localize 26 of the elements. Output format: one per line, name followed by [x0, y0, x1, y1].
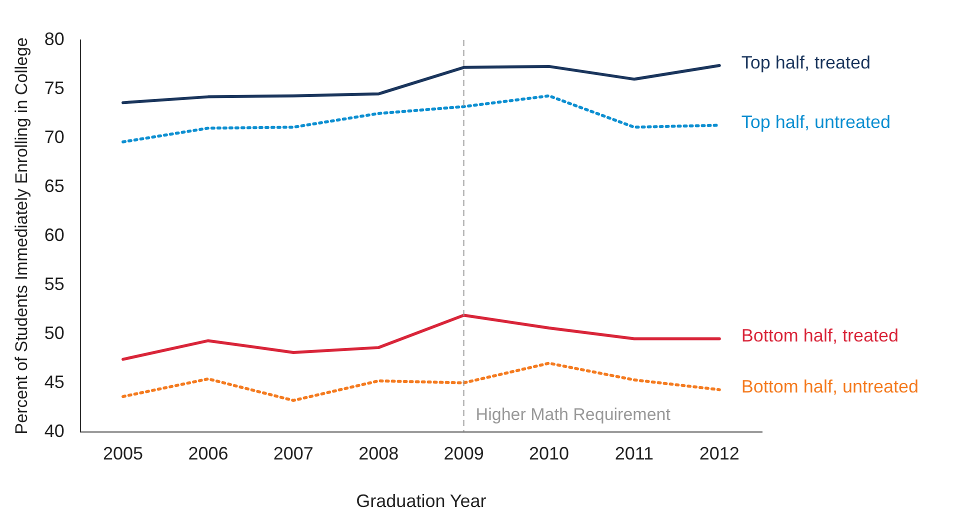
- y-tick-label: 65: [44, 176, 64, 196]
- x-tick-label: 2007: [273, 444, 314, 464]
- x-tick-label: 2011: [614, 444, 654, 464]
- x-tick-label: 2009: [444, 444, 484, 464]
- x-tick-label: 2008: [358, 444, 399, 464]
- series-label: Bottom half, treated: [741, 326, 898, 346]
- x-tick-label: 2005: [102, 444, 144, 464]
- x-tick-label: 2006: [188, 444, 228, 464]
- y-tick-label: 45: [44, 372, 64, 392]
- line-series: [122, 94, 721, 144]
- x-tick-label: 2012: [699, 444, 740, 464]
- y-tick-label: 60: [44, 224, 64, 245]
- y-tick-label: 80: [44, 28, 64, 49]
- x-tick-label: 2010: [528, 444, 570, 464]
- x-axis-title: Graduation Year: [356, 491, 486, 512]
- y-tick-label: 40: [44, 420, 64, 441]
- series-label: Top half, treated: [741, 52, 870, 72]
- y-axis-title: Percent of Students Immediately Enrolling in College: [12, 37, 31, 434]
- ref-line-label: Higher Math Requirement: [476, 404, 671, 424]
- line-series: [122, 362, 721, 402]
- series-label: Top half, untreated: [741, 112, 891, 132]
- y-tick-label: 55: [44, 274, 64, 294]
- y-tick-label: 75: [44, 78, 64, 98]
- series-label: Bottom half, untreated: [741, 376, 919, 397]
- y-tick-label: 50: [44, 322, 64, 343]
- y-tick-label: 70: [44, 126, 64, 147]
